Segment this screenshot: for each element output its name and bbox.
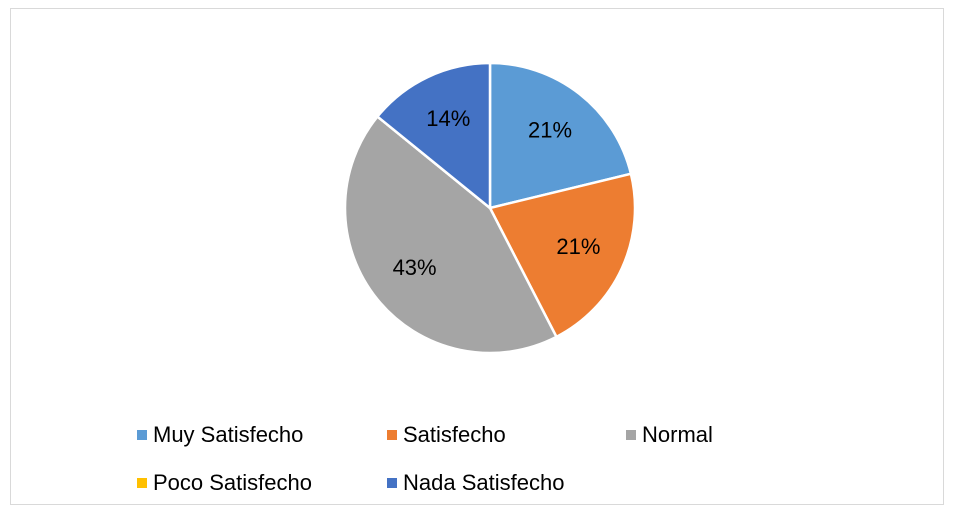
legend-label: Normal [642, 422, 713, 447]
legend-swatch [626, 430, 636, 440]
pie-slice [375, 61, 492, 211]
legend-label: Poco Satisfecho [153, 470, 312, 495]
legend-label: Satisfecho [403, 422, 506, 447]
pie-slice [488, 61, 633, 210]
legend-swatch [387, 430, 397, 440]
pie-slice [343, 114, 559, 355]
data-label: 14% [426, 106, 470, 131]
legend-label: Nada Satisfecho [403, 470, 564, 495]
legend-swatch [387, 478, 397, 488]
data-label: 21% [556, 234, 600, 259]
pie-slice [488, 172, 637, 339]
legend-label: Muy Satisfecho [153, 422, 303, 447]
data-label: 43% [393, 255, 437, 280]
legend-swatch [137, 430, 147, 440]
data-label: 21% [528, 117, 572, 142]
legend-swatch [137, 478, 147, 488]
